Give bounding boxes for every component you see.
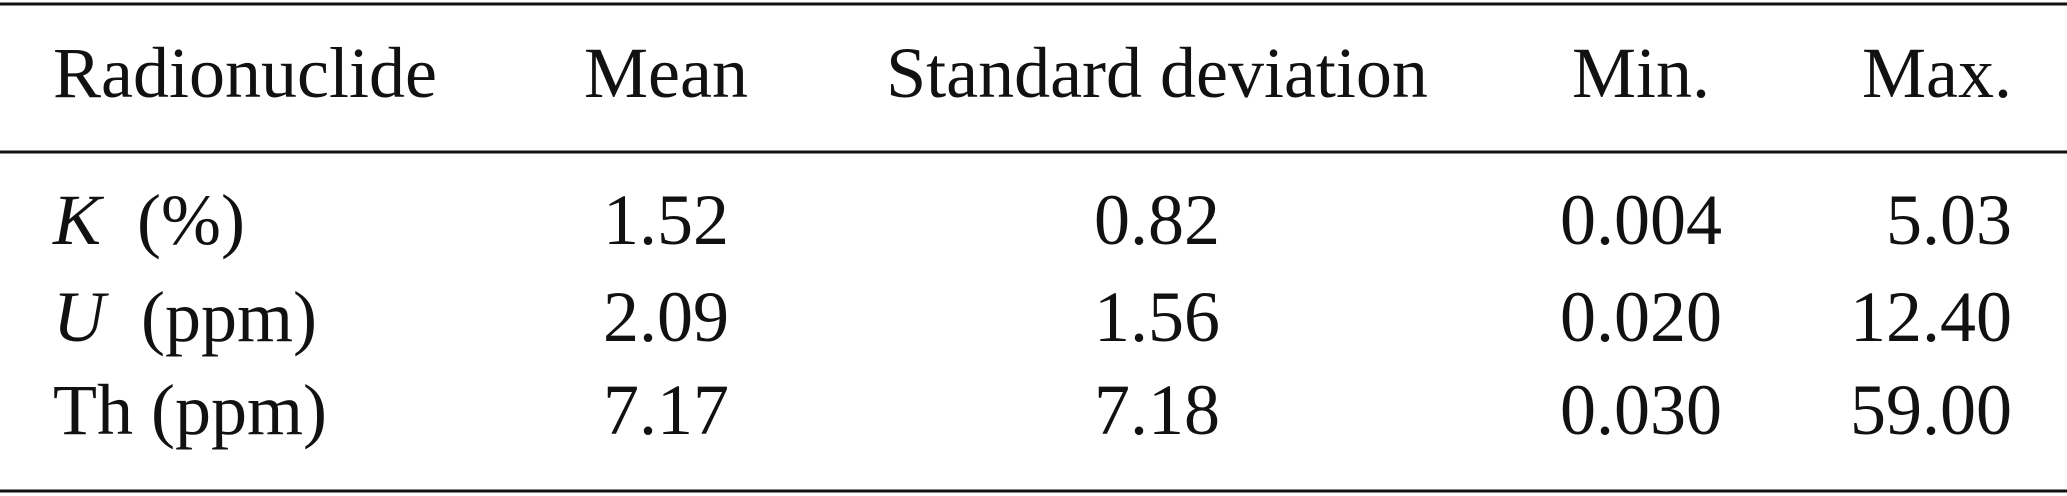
value-cell: 7.18 bbox=[1094, 370, 1220, 450]
header-cell: Radionuclide bbox=[53, 33, 437, 113]
symbol: U bbox=[53, 277, 109, 357]
value-cell: 0.020 bbox=[1560, 277, 1722, 357]
unit: (ppm) bbox=[141, 277, 317, 357]
header-cell: Max. bbox=[1862, 33, 2012, 113]
row-label: U (ppm) bbox=[53, 277, 317, 357]
value-cell: 0.004 bbox=[1560, 180, 1722, 260]
header-cell: Mean bbox=[584, 33, 748, 113]
value-cell: 7.17 bbox=[603, 370, 729, 450]
value-cell: 1.52 bbox=[603, 180, 729, 260]
header-cell: Min. bbox=[1572, 33, 1710, 113]
row-label: K (%) bbox=[52, 180, 245, 260]
space bbox=[105, 277, 123, 357]
unit: (ppm) bbox=[151, 370, 327, 450]
value-cell: 0.82 bbox=[1094, 180, 1220, 260]
unit: (%) bbox=[137, 180, 245, 260]
header-cell: Standard deviation bbox=[886, 33, 1428, 113]
row-label: Th (ppm) bbox=[53, 370, 327, 450]
value-cell: 5.03 bbox=[1886, 180, 2012, 260]
value-cell: 1.56 bbox=[1094, 277, 1220, 357]
symbol: K bbox=[52, 180, 105, 260]
space bbox=[133, 370, 151, 450]
value-cell: 2.09 bbox=[603, 277, 729, 357]
value-cell: 0.030 bbox=[1560, 370, 1722, 450]
symbol: Th bbox=[53, 370, 133, 450]
space bbox=[101, 180, 119, 260]
value-cell: 12.40 bbox=[1850, 277, 2012, 357]
value-cell: 59.00 bbox=[1850, 370, 2012, 450]
